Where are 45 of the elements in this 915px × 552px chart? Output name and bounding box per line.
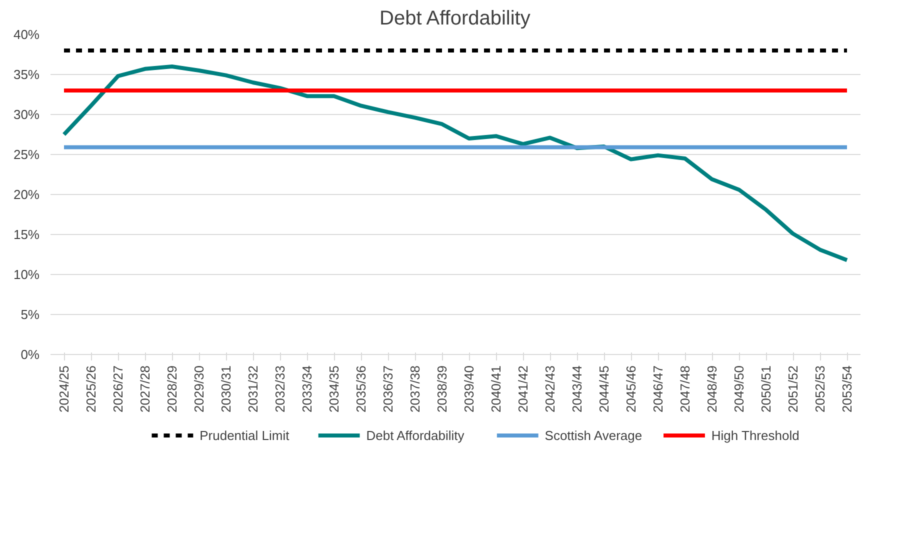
legend-label: Prudential Limit [200,428,290,443]
x-tick-label: 2050/51 [758,365,774,412]
x-tick-label: 2045/46 [624,365,638,412]
x-tick-label: 2037/38 [408,365,422,412]
y-tick-label: 25% [13,147,40,162]
x-tick-label: 2031/32 [246,365,260,412]
chart-title: Debt Affordability [380,8,530,30]
x-tick-label: 2039/40 [462,365,476,412]
y-tick-label: 35% [13,67,40,82]
x-tick-label: 2027/28 [138,365,152,412]
legend-label: Scottish Average [544,428,642,443]
x-tick-label: 2032/33 [272,365,288,412]
x-tick-label: 2029/30 [192,365,206,412]
x-tick-label: 2036/37 [380,365,396,412]
legend-label: High Threshold [711,428,800,443]
x-tick-label: 2048/49 [704,365,720,412]
x-tick-label: 2024/25 [56,365,72,412]
x-tick-label: 2038/39 [434,365,450,412]
x-tick-label: 2041/42 [516,365,530,412]
y-tick-label: 20% [13,187,40,202]
x-tick-label: 2047/48 [678,365,692,412]
x-tick-label: 2049/50 [732,365,746,412]
x-tick-label: 2042/43 [542,365,558,412]
x-tick-label: 2026/27 [110,365,126,412]
y-tick-label: 15% [13,227,40,242]
x-tick-label: 2051/52 [786,365,800,412]
x-tick-label: 2053/54 [840,365,854,412]
x-tick-label: 2030/31 [218,365,234,412]
y-tick-label: 5% [20,307,40,322]
x-tick-label: 2040/41 [488,365,504,412]
y-tick-label: 40% [13,27,40,42]
x-tick-label: 2028/29 [164,365,180,412]
x-tick-label: 2033/34 [300,365,314,412]
x-tick-label: 2043/44 [570,365,584,412]
x-tick-label: 2034/35 [326,365,342,412]
y-tick-label: 10% [13,267,40,282]
line-series [62,64,849,262]
y-tick-label: 0% [20,347,40,362]
y-tick-label: 30% [13,107,40,122]
x-tick-label: 2046/47 [650,365,666,412]
x-tick-label: 2035/36 [354,365,368,412]
x-tick-label: 2025/26 [84,365,98,412]
x-tick-label: 2052/53 [812,365,828,412]
legend-label: Debt Affordability [366,428,465,443]
x-tick-label: 2044/45 [596,365,612,412]
